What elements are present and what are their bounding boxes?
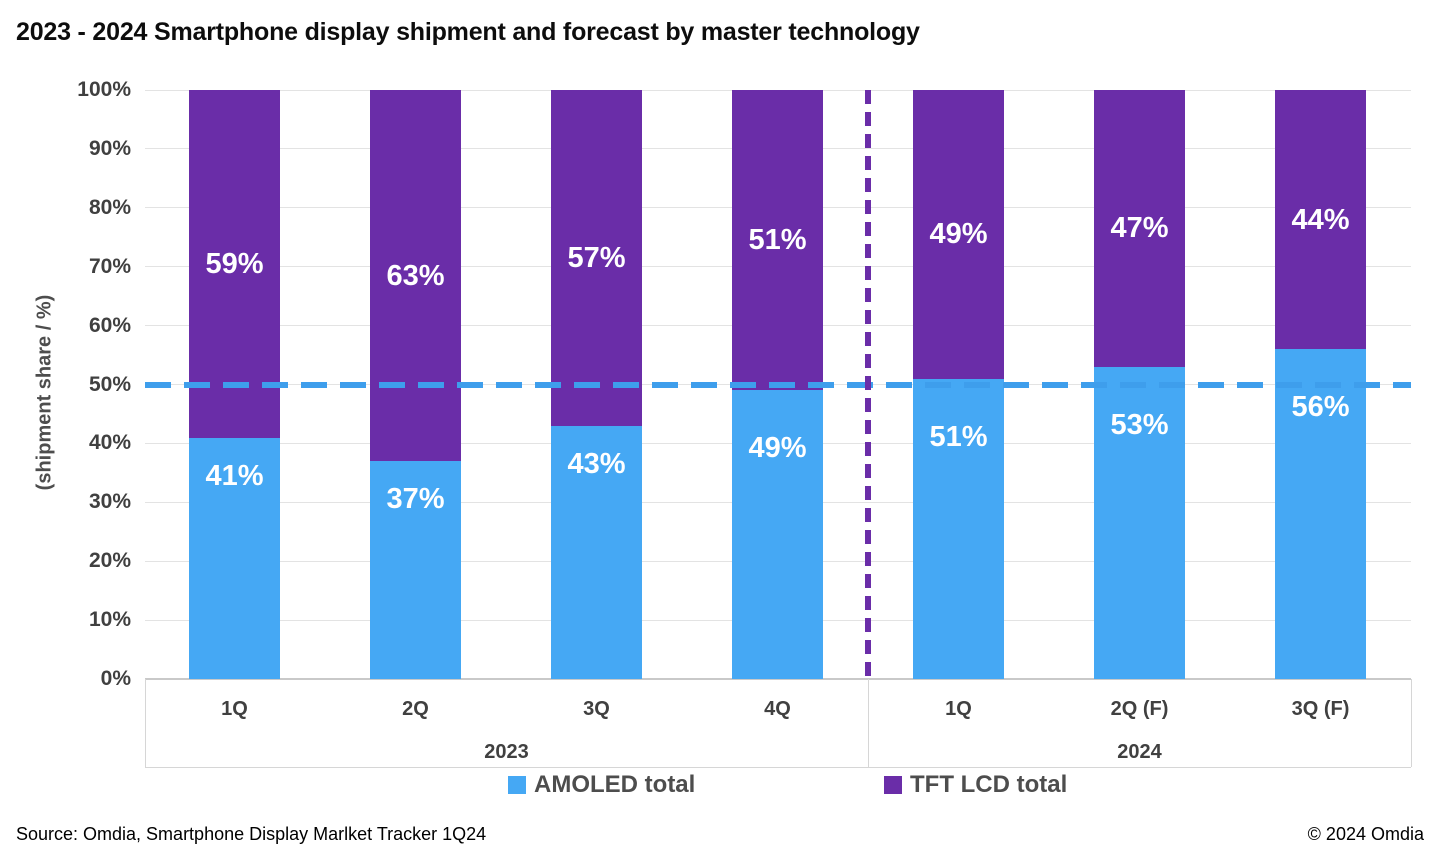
- bar-segment-amoled: 43%: [551, 425, 642, 679]
- bar-stack-3q: 57% 43%: [551, 90, 642, 679]
- bar-value-label: 59%: [205, 247, 264, 280]
- y-tick-label: 90%: [88, 136, 131, 160]
- x-category-label: 2Q (F): [1110, 698, 1169, 720]
- y-tick-label: 30%: [88, 490, 131, 514]
- bar-segment-tft-lcd: 63%: [370, 90, 461, 462]
- x-category-label: 2Q: [402, 698, 429, 720]
- bar-value-label: 41%: [205, 459, 264, 492]
- y-tick-label: 70%: [88, 254, 131, 278]
- bar-segment-tft-lcd: 47%: [1094, 90, 1185, 367]
- legend-item-amoled-total: AMOLED total: [508, 770, 695, 800]
- bar-value-label: 43%: [567, 447, 626, 480]
- bar-stack-3qf: 44% 56%: [1275, 90, 1366, 679]
- bar-value-label: 49%: [929, 218, 988, 251]
- legend-label: AMOLED total: [534, 771, 696, 798]
- bar-value-label: 44%: [1291, 203, 1350, 236]
- bar-value-label: 49%: [748, 432, 807, 465]
- x-category-label: 1Q: [945, 698, 972, 720]
- copyright-note: © 2024 Omdia: [1307, 824, 1424, 844]
- y-tick-label: 60%: [88, 313, 131, 337]
- axis-bottom-line: [145, 767, 1411, 768]
- bar-value-label: 51%: [748, 224, 807, 257]
- x-axis-line: [145, 678, 1411, 680]
- axis-separator-line: [868, 679, 869, 767]
- bar-segment-tft-lcd: 49%: [913, 90, 1004, 379]
- bar-value-label: 47%: [1110, 212, 1169, 245]
- bar-value-label: 37%: [386, 483, 445, 516]
- fifty-percent-reference-line: [145, 381, 1411, 388]
- y-tick-label: 100%: [77, 78, 131, 101]
- x-category-label: 3Q (F): [1291, 698, 1350, 720]
- bar-value-label: 56%: [1291, 391, 1350, 424]
- y-tick-label: 80%: [88, 195, 131, 219]
- axis-separator-line: [145, 679, 146, 767]
- bar-value-label: 51%: [929, 420, 988, 453]
- bar-segment-amoled: 56%: [1275, 349, 1366, 679]
- bar-segment-amoled: 49%: [732, 390, 823, 679]
- legend-item-tft-lcd-total: TFT LCD total: [884, 770, 1067, 800]
- x-category-label: 1Q: [221, 698, 248, 720]
- plot-area: 59% 41% 63% 37% 57% 43% 51% 49% 49% 51% 47% 53% 44% 5…: [145, 89, 1411, 680]
- forecast-divider-line: [865, 90, 871, 679]
- bar-segment-tft-lcd: 57%: [551, 90, 642, 426]
- bar-segment-amoled: 37%: [370, 461, 461, 679]
- legend-swatch: [508, 776, 526, 794]
- x-group-label: 2023: [484, 741, 529, 763]
- bar-value-label: 53%: [1110, 408, 1169, 441]
- source-note: Source: Omdia, Smartphone Display Marlke…: [16, 824, 487, 844]
- legend-swatch: [884, 776, 902, 794]
- bar-stack-1q: 49% 51%: [913, 90, 1004, 679]
- bar-stack-2q: 63% 37%: [370, 90, 461, 679]
- y-tick-label: 10%: [88, 608, 131, 632]
- axis-separator-line: [1411, 679, 1412, 767]
- y-tick-label: 40%: [88, 431, 131, 455]
- bar-segment-tft-lcd: 51%: [732, 90, 823, 391]
- bar-stack-4q: 51% 49%: [732, 90, 823, 679]
- y-tick-label: 20%: [88, 549, 131, 573]
- bar-segment-amoled: 51%: [913, 378, 1004, 679]
- x-category-label: 3Q: [583, 698, 610, 720]
- bar-stack-1q: 59% 41%: [189, 90, 280, 679]
- chart-title: 2023 - 2024 Smartphone display shipment …: [16, 18, 920, 46]
- bar-segment-tft-lcd: 44%: [1275, 90, 1366, 350]
- bar-value-label: 63%: [386, 259, 445, 292]
- bar-segment-amoled: 41%: [189, 437, 280, 679]
- bar-stack-2qf: 47% 53%: [1094, 90, 1185, 679]
- bar-value-label: 57%: [567, 241, 626, 274]
- y-tick-label: 50%: [88, 372, 131, 396]
- y-axis-title: (shipment share / %): [33, 294, 56, 491]
- y-tick-label: 0%: [100, 667, 131, 690]
- x-category-label: 4Q: [764, 698, 791, 720]
- bar-segment-tft-lcd: 59%: [189, 90, 280, 438]
- bar-segment-amoled: 53%: [1094, 366, 1185, 679]
- legend-label: TFT LCD total: [910, 771, 1068, 798]
- x-group-label: 2024: [1117, 741, 1162, 763]
